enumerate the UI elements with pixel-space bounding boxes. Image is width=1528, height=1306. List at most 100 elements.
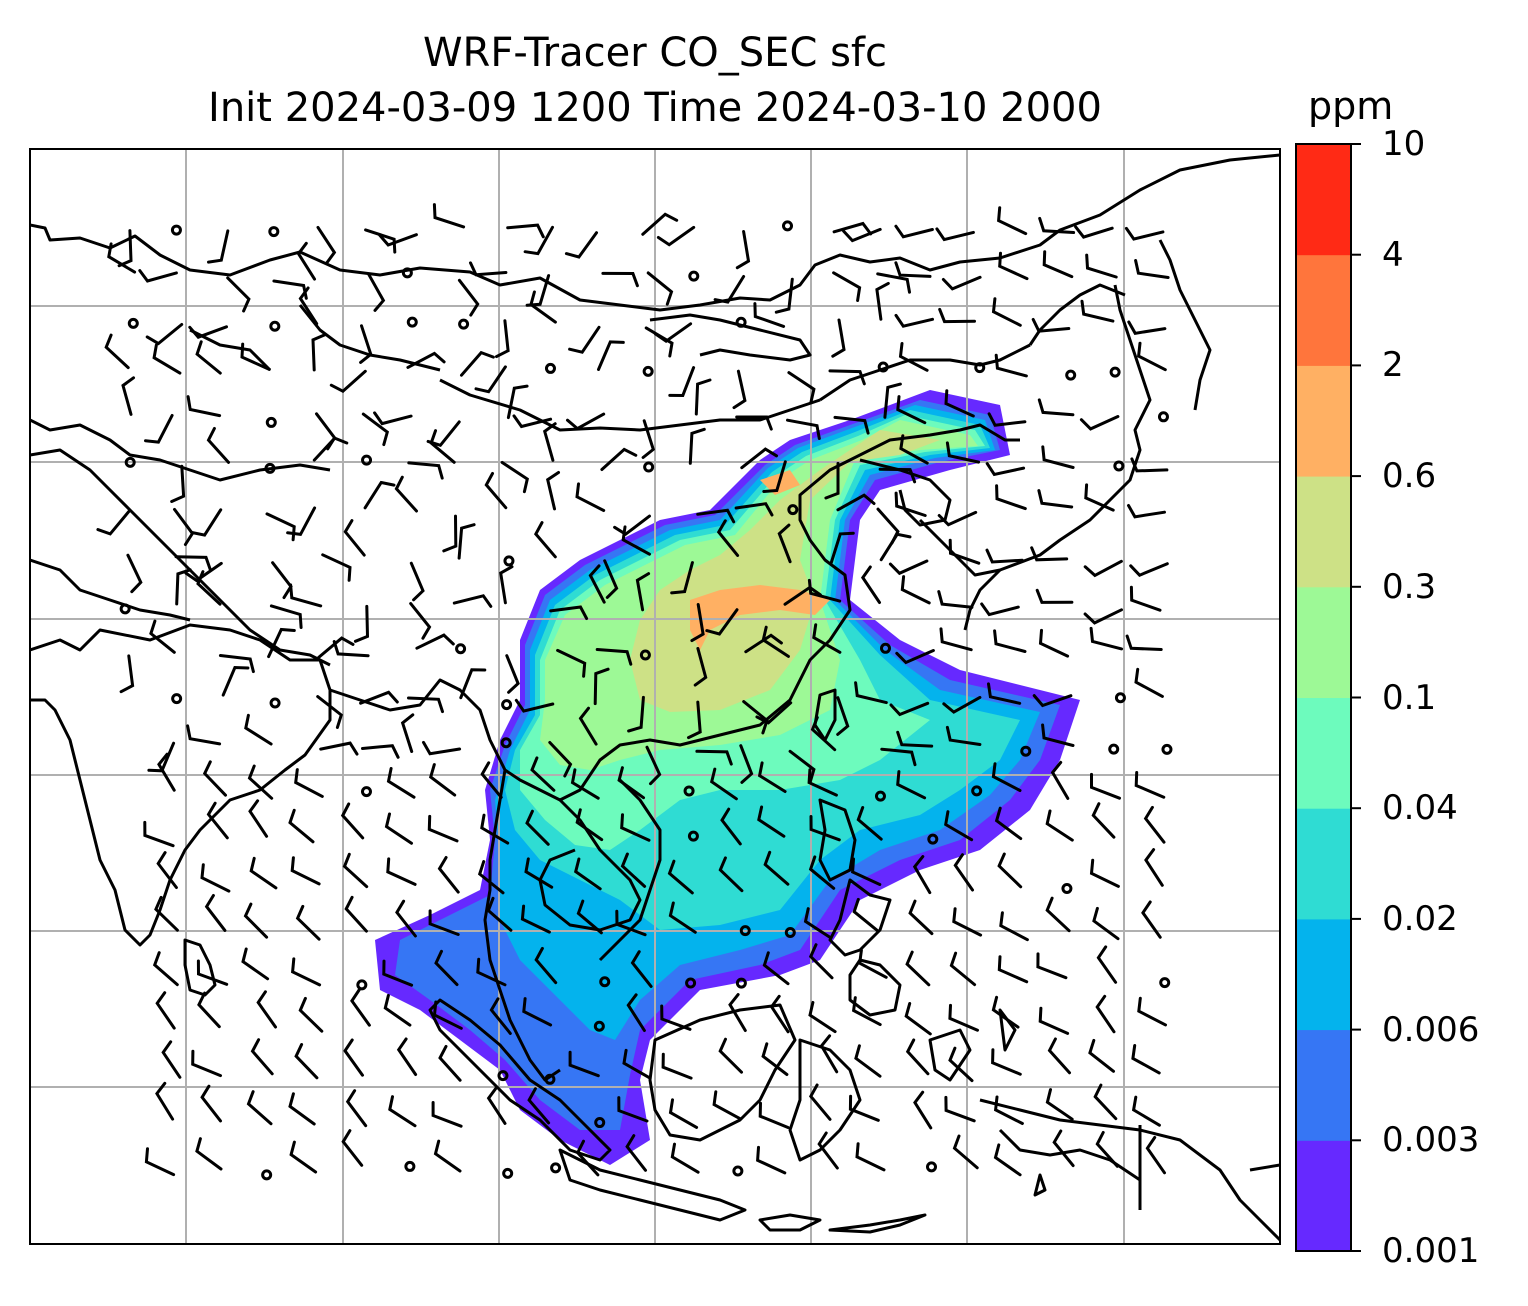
wind-barb <box>388 1095 417 1128</box>
wind-barb <box>757 761 787 793</box>
wind-barb <box>486 896 513 932</box>
calm-wind-marker <box>642 365 654 377</box>
wind-barb <box>373 411 413 426</box>
wind-barb <box>564 231 598 259</box>
wind-barb <box>186 395 222 418</box>
wind-barb <box>824 461 840 500</box>
wind-barb <box>851 996 882 1027</box>
wind-barb <box>896 395 927 425</box>
wind-barb <box>904 1002 932 1036</box>
calm-wind-marker <box>739 925 751 937</box>
wind-barb <box>432 1000 463 1030</box>
wind-barb <box>367 272 386 312</box>
colorbar-tick-label: 0.6 <box>1382 456 1437 497</box>
calm-wind-marker <box>550 1162 562 1174</box>
wind-barb <box>763 850 790 886</box>
wind-barb <box>693 647 708 687</box>
wind-barb <box>819 1034 839 1074</box>
wind-barb <box>144 414 174 444</box>
wind-barb <box>1127 504 1166 519</box>
wind-barb <box>438 1044 462 1082</box>
wind-barb <box>138 269 178 283</box>
wind-barb <box>670 1142 700 1174</box>
wind-barb <box>221 665 250 697</box>
wind-barb <box>695 749 733 766</box>
colorbar-segment <box>1296 144 1351 256</box>
colorbar-tick-label: 0.001 <box>1382 1231 1480 1271</box>
wind-barb <box>945 441 981 464</box>
wind-barb <box>646 271 674 306</box>
wind-barb <box>769 994 790 1034</box>
calm-wind-marker <box>971 785 983 797</box>
wind-barb <box>1042 250 1074 279</box>
wind-barb <box>121 376 135 416</box>
wind-barb <box>808 943 834 980</box>
wind-barbs <box>96 203 1173 1181</box>
calm-wind-marker <box>782 220 794 232</box>
calm-wind-marker <box>119 603 131 615</box>
wind-barb <box>948 1046 974 1083</box>
calm-wind-marker <box>497 1070 509 1082</box>
wind-barb <box>432 203 466 229</box>
wind-barb <box>316 225 337 265</box>
wind-barb <box>756 1145 787 1175</box>
wind-barb <box>186 724 222 746</box>
wind-barb <box>1089 626 1124 651</box>
wind-barb <box>196 959 229 986</box>
wind-barb <box>739 744 754 784</box>
calm-wind-marker <box>269 320 281 332</box>
wind-barb <box>888 559 929 576</box>
calm-wind-marker <box>264 462 276 474</box>
calm-wind-marker <box>170 224 182 236</box>
wind-barb <box>1037 489 1074 509</box>
calm-wind-marker <box>544 362 556 374</box>
wind-barb <box>761 1042 789 1076</box>
wind-barb <box>668 901 697 934</box>
wind-barb <box>249 856 278 890</box>
wind-barb <box>1045 896 1071 933</box>
wind-barb <box>290 856 321 886</box>
wind-barb <box>939 627 973 652</box>
wind-barb <box>578 706 598 746</box>
wind-barb <box>728 993 747 1032</box>
wind-barb <box>755 701 793 725</box>
wind-barb <box>937 510 978 527</box>
wind-barb <box>202 760 227 797</box>
wind-barb <box>899 434 929 465</box>
wind-barb <box>617 1096 649 1123</box>
wind-barb <box>428 909 460 936</box>
wind-barb <box>808 1083 832 1121</box>
calm-wind-marker <box>787 504 799 516</box>
wind-barb <box>894 261 932 278</box>
wind-barb <box>573 857 602 891</box>
calm-wind-marker <box>458 318 470 330</box>
wind-barb <box>1079 415 1120 431</box>
calm-wind-marker <box>639 649 651 661</box>
wind-barb <box>985 548 1024 564</box>
wind-barb <box>948 538 981 565</box>
wind-barb <box>641 212 679 236</box>
wind-barb <box>175 568 192 606</box>
wind-barb <box>995 484 1027 511</box>
wind-barb <box>529 290 557 324</box>
wind-barb <box>1143 805 1166 844</box>
colorbar <box>1295 143 1361 1252</box>
wind-barb <box>312 436 349 462</box>
wind-barb <box>991 1048 1022 1076</box>
calm-wind-marker <box>1065 369 1077 381</box>
wind-barb <box>905 1038 930 1076</box>
tracer-contour-0.3 <box>630 430 940 712</box>
wind-barb <box>243 902 269 939</box>
wind-barb <box>879 532 912 562</box>
wind-barb <box>226 276 251 313</box>
wind-barb <box>740 447 778 470</box>
map-title: WRF-Tracer CO_SEC sfc <box>422 30 888 76</box>
wind-barb <box>786 418 821 440</box>
wind-barb <box>812 623 842 654</box>
colorbar-tick-label: 2 <box>1382 345 1404 386</box>
wind-barb <box>687 700 702 740</box>
wind-barb <box>1041 445 1075 469</box>
wind-barb <box>941 275 982 291</box>
wind-barb <box>197 991 221 1029</box>
